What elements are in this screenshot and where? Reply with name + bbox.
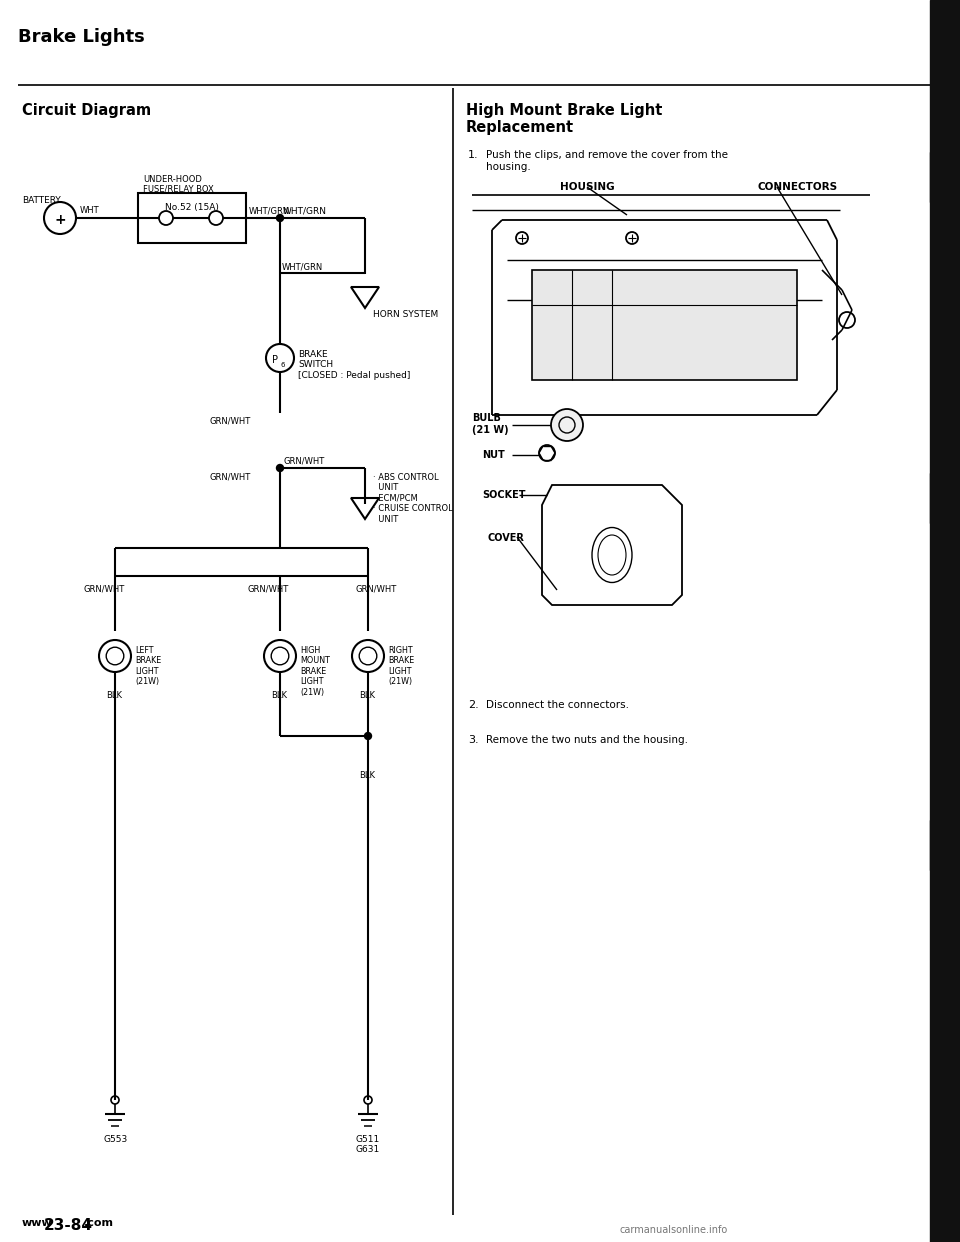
Text: WHT/GRN: WHT/GRN <box>283 206 327 215</box>
Text: GRN/WHT: GRN/WHT <box>83 584 124 592</box>
Text: Replacement: Replacement <box>466 120 574 135</box>
Text: .com: .com <box>84 1218 114 1228</box>
Text: GRN/WHT: GRN/WHT <box>248 584 289 592</box>
Text: · ABS CONTROL
  UNIT
· ECM/PCM
· CRUISE CONTROL
  UNIT: · ABS CONTROL UNIT · ECM/PCM · CRUISE CO… <box>373 473 453 524</box>
Text: WHT/GRN: WHT/GRN <box>249 206 290 215</box>
Text: NUT: NUT <box>482 450 505 460</box>
Text: G511
G631: G511 G631 <box>356 1135 380 1154</box>
Text: BLK: BLK <box>359 771 375 780</box>
Text: High Mount Brake Light: High Mount Brake Light <box>466 103 662 118</box>
Text: 23-84: 23-84 <box>44 1218 93 1233</box>
Text: Disconnect the connectors.: Disconnect the connectors. <box>486 700 629 710</box>
Text: FUSE/RELAY BOX: FUSE/RELAY BOX <box>143 184 214 193</box>
Text: GRN/WHT: GRN/WHT <box>210 416 252 425</box>
Text: Push the clips, and remove the cover from the
housing.: Push the clips, and remove the cover fro… <box>486 150 728 171</box>
Text: P: P <box>272 355 278 365</box>
Circle shape <box>276 465 283 472</box>
Text: WHT: WHT <box>80 206 100 215</box>
Circle shape <box>276 215 283 221</box>
Circle shape <box>551 409 583 441</box>
Text: UNDER-HOOD: UNDER-HOOD <box>143 175 202 184</box>
Text: 6: 6 <box>280 361 285 368</box>
Text: www: www <box>22 1218 53 1228</box>
Text: BULB
(21 W): BULB (21 W) <box>472 414 509 435</box>
Text: Brake Lights: Brake Lights <box>18 29 145 46</box>
Text: 3.: 3. <box>468 735 479 745</box>
Text: RIGHT
BRAKE
LIGHT
(21W): RIGHT BRAKE LIGHT (21W) <box>388 646 415 686</box>
Text: BRAKE
SWITCH
[CLOSED : Pedal pushed]: BRAKE SWITCH [CLOSED : Pedal pushed] <box>298 350 410 380</box>
Text: BLK: BLK <box>271 691 287 700</box>
Bar <box>930 473 960 523</box>
Circle shape <box>365 733 372 739</box>
Text: CONNECTORS: CONNECTORS <box>757 183 837 193</box>
Text: 2.: 2. <box>468 700 479 710</box>
Text: No.52 (15A): No.52 (15A) <box>165 202 219 212</box>
Text: Remove the two nuts and the housing.: Remove the two nuts and the housing. <box>486 735 688 745</box>
Text: +: + <box>54 212 66 227</box>
Text: GRN/WHT: GRN/WHT <box>283 457 324 466</box>
Text: G553: G553 <box>103 1135 128 1144</box>
Text: carmanualsonline.info: carmanualsonline.info <box>620 1225 729 1235</box>
Bar <box>930 152 960 202</box>
Text: HIGH
MOUNT
BRAKE
LIGHT
(21W): HIGH MOUNT BRAKE LIGHT (21W) <box>300 646 330 697</box>
Bar <box>930 0 960 1242</box>
Text: WHT/GRN: WHT/GRN <box>282 262 324 271</box>
Bar <box>138 193 246 243</box>
Bar <box>930 820 960 869</box>
Text: Circuit Diagram: Circuit Diagram <box>22 103 151 118</box>
Text: BLK: BLK <box>359 691 375 700</box>
Text: HOUSING: HOUSING <box>560 183 614 193</box>
Text: HORN SYSTEM: HORN SYSTEM <box>373 310 439 319</box>
Text: GRN/WHT: GRN/WHT <box>356 584 397 592</box>
Bar <box>532 270 797 380</box>
Text: BATTERY: BATTERY <box>22 196 60 205</box>
Text: 1.: 1. <box>468 150 479 160</box>
Text: BLK: BLK <box>106 691 122 700</box>
Text: LEFT
BRAKE
LIGHT
(21W): LEFT BRAKE LIGHT (21W) <box>135 646 161 686</box>
Text: GRN/WHT: GRN/WHT <box>210 473 252 482</box>
Text: COVER: COVER <box>487 533 524 543</box>
Text: SOCKET: SOCKET <box>482 491 525 501</box>
